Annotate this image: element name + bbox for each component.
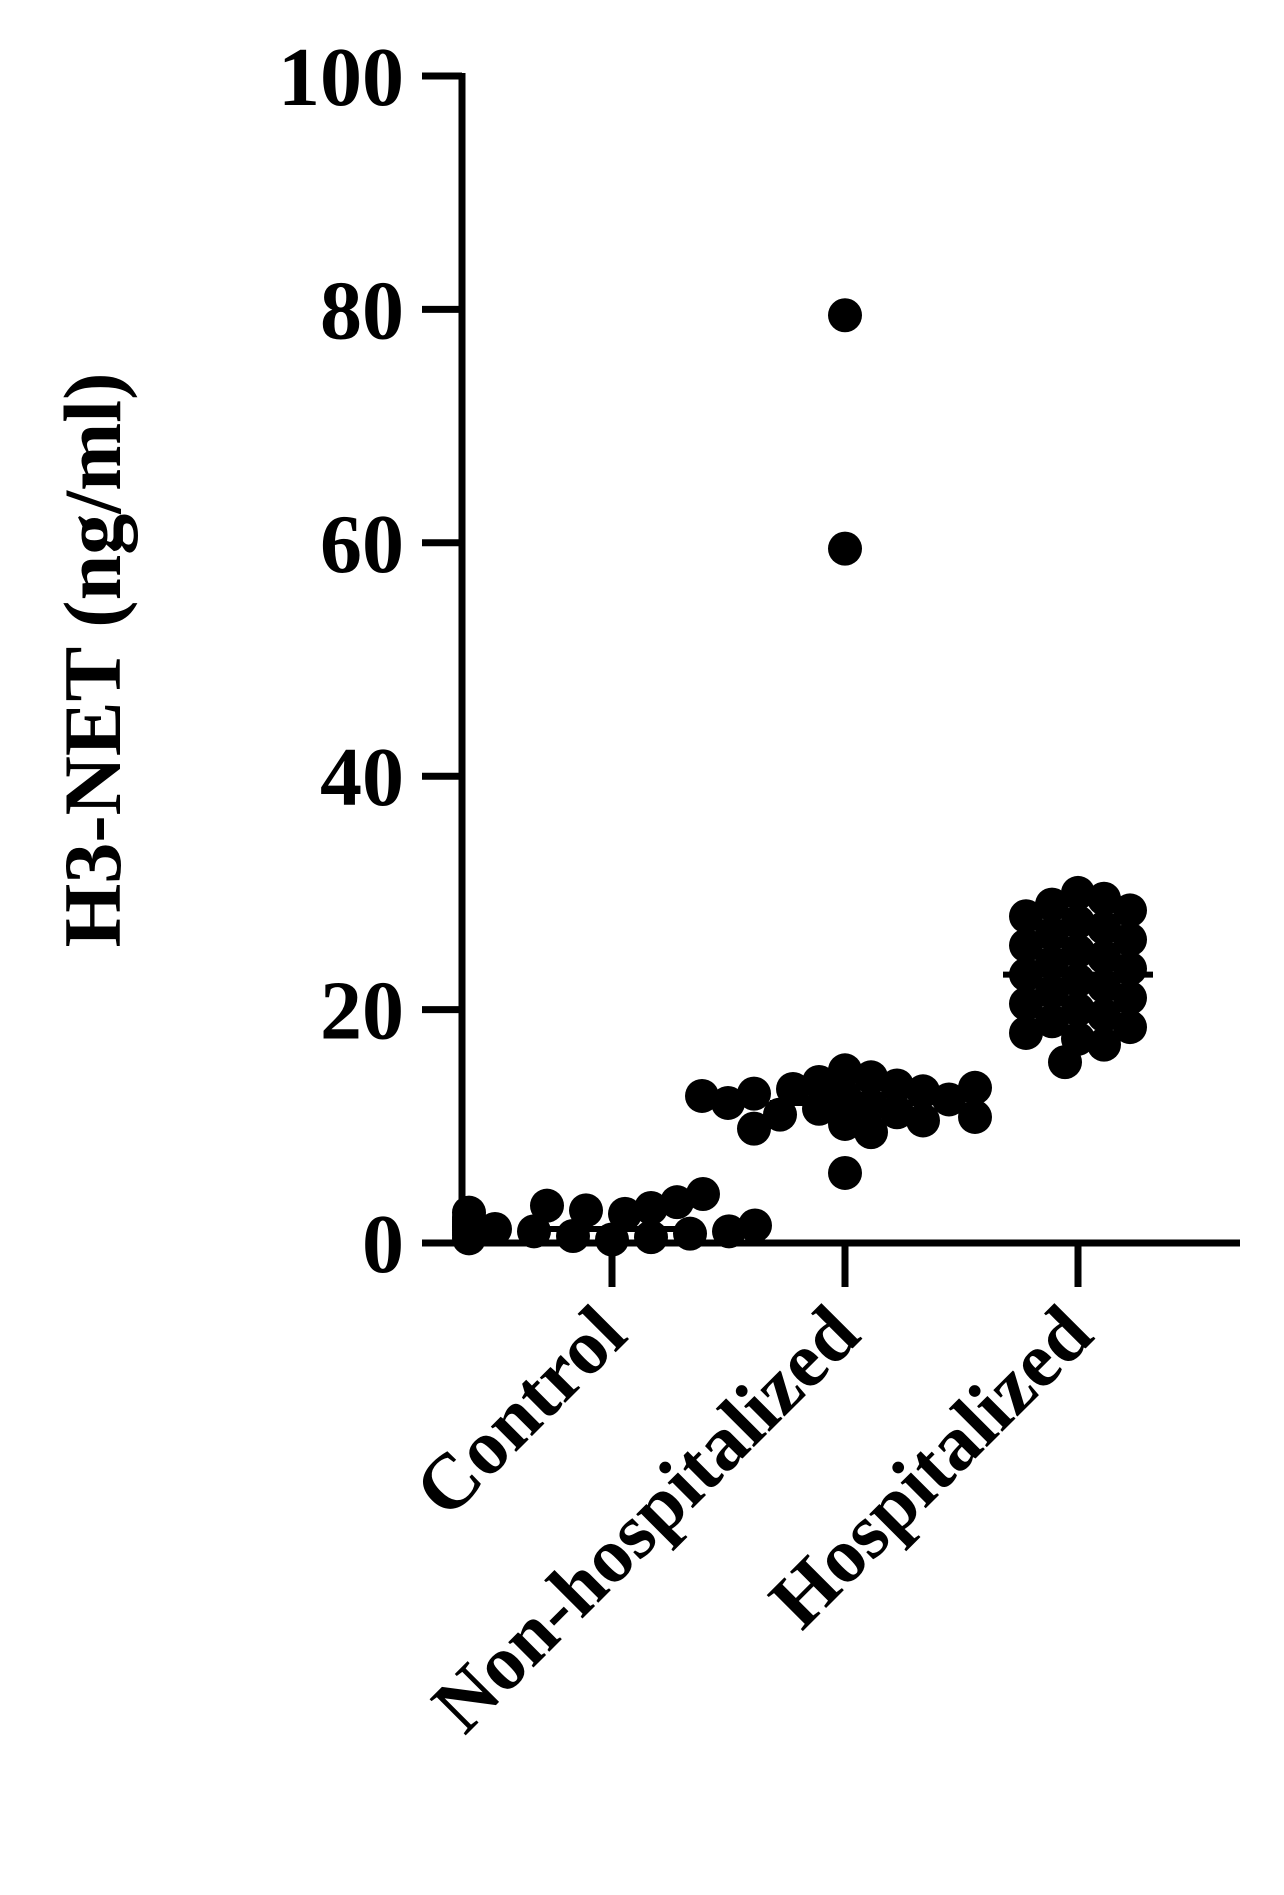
data-point	[880, 1068, 914, 1103]
data-point	[1035, 945, 1069, 980]
data-point	[906, 1103, 940, 1138]
y-tick-label: 0	[362, 1198, 404, 1291]
data-point	[906, 1074, 940, 1109]
data-points	[452, 298, 1147, 1257]
data-point	[634, 1190, 668, 1225]
data-point	[1087, 969, 1121, 1004]
y-ticks: 0 20 40 60 80 100	[278, 31, 462, 1291]
data-point	[685, 1078, 719, 1113]
data-point	[1061, 905, 1095, 940]
data-point	[1087, 940, 1121, 975]
data-point	[673, 1216, 707, 1251]
data-point	[737, 1111, 771, 1146]
data-point	[1087, 910, 1121, 945]
data-point	[1035, 887, 1069, 922]
data-point	[1113, 922, 1147, 957]
data-point	[854, 1115, 888, 1150]
data-point	[828, 1155, 862, 1190]
data-point	[776, 1071, 810, 1106]
y-tick-label: 60	[320, 498, 404, 591]
data-point	[711, 1085, 745, 1120]
data-point	[1087, 998, 1121, 1033]
data-point	[569, 1193, 603, 1228]
data-point	[737, 1076, 771, 1111]
data-point	[802, 1064, 836, 1099]
y-tick-label: 80	[320, 264, 404, 357]
data-point	[1113, 1010, 1147, 1045]
data-point	[958, 1099, 992, 1134]
data-point	[608, 1196, 642, 1231]
data-point	[1009, 1015, 1043, 1050]
data-point	[828, 531, 862, 566]
y-axis-title: H3-NET (ng/ml)	[47, 373, 138, 948]
data-point	[1061, 992, 1095, 1027]
data-point	[1035, 1004, 1069, 1039]
y-tick-label: 100	[278, 31, 404, 124]
data-point	[1009, 986, 1043, 1021]
data-point	[932, 1082, 966, 1117]
data-point	[763, 1097, 797, 1132]
data-point	[1009, 899, 1043, 934]
data-point	[1087, 881, 1121, 916]
data-point	[828, 1053, 862, 1088]
category-label: Non-hospitalized	[415, 1289, 875, 1749]
data-point	[1035, 975, 1069, 1010]
data-point	[1061, 934, 1095, 969]
data-point	[738, 1208, 772, 1243]
data-point	[452, 1195, 486, 1230]
data-point	[854, 1060, 888, 1095]
data-point	[478, 1211, 512, 1246]
data-point	[1113, 893, 1147, 928]
data-point	[686, 1176, 720, 1211]
data-point	[660, 1185, 694, 1220]
data-point	[1113, 980, 1147, 1015]
data-point	[1087, 1027, 1121, 1062]
data-point	[712, 1214, 746, 1249]
data-point	[958, 1070, 992, 1105]
median-lines	[537, 971, 1153, 1232]
data-point	[530, 1188, 564, 1223]
data-point	[828, 1106, 862, 1141]
y-tick-label: 40	[320, 731, 404, 824]
y-tick-label: 20	[320, 965, 404, 1058]
data-point	[1061, 875, 1095, 910]
data-point	[517, 1214, 551, 1249]
data-point	[1009, 928, 1043, 963]
data-point	[1048, 1045, 1082, 1080]
data-point	[634, 1220, 668, 1255]
data-point	[828, 298, 862, 333]
data-point	[1035, 916, 1069, 951]
